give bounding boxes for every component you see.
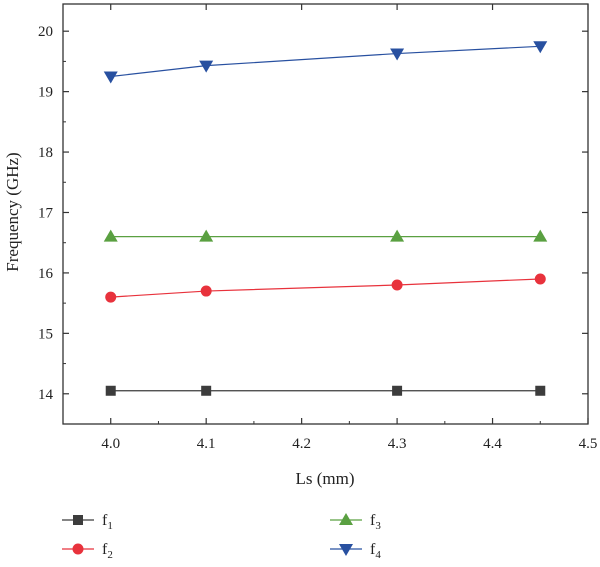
legend-entry-f3: f3 [330,512,381,532]
series [103,41,548,396]
series-f3 [103,229,548,242]
data-point [533,41,548,54]
x-tick-label: 4.4 [483,436,502,452]
legend-marker [339,544,353,556]
plot-frame [62,3,589,425]
y-tick-label: 20 [38,24,53,40]
data-point [105,385,116,396]
data-point [199,60,214,73]
data-point [103,229,118,242]
series-f2 [105,273,546,303]
data-point [199,229,214,242]
legend-marker [339,513,353,525]
data-point [390,48,405,61]
legend-label: f4 [370,541,381,561]
data-point [534,273,546,285]
legend-marker [73,515,83,525]
data-point [105,291,117,303]
legend-entry-f1: f1 [62,512,113,532]
y-tick-label: 19 [38,85,53,101]
axes [62,3,589,425]
data-point [200,285,212,297]
legend-label: f3 [370,512,381,532]
data-point [535,385,546,396]
data-point [201,385,212,396]
y-axis-title: Frequency (GHz) [3,152,22,271]
tick-labels: 4.0 4.1 4.2 4.3 4.4 4.5 14 15 16 17 18 19 20 [38,24,597,452]
series-line [110,45,541,78]
x-axis-title: Ls (mm) [295,469,354,488]
y-tick-label: 15 [38,326,53,342]
series-f1 [105,385,546,396]
series-line [110,278,541,298]
data-point [103,71,118,84]
y-tick-label: 18 [38,145,53,161]
legend-entry-f2: f2 [62,541,113,561]
x-tick-label: 4.1 [197,436,216,452]
x-tick-label: 4.5 [579,436,598,452]
y-tick-label: 17 [38,205,54,221]
data-point [533,229,548,242]
x-tick-label: 4.3 [388,436,407,452]
legend: f1 f2 f3 f4 [62,512,381,561]
legend-marker [72,543,84,555]
data-point [390,229,405,242]
x-tick-label: 4.0 [101,436,120,452]
data-point [391,279,403,291]
data-point [392,385,403,396]
x-tick-label: 4.2 [292,436,311,452]
legend-entry-f4: f4 [330,541,381,561]
legend-label: f1 [102,512,113,532]
y-tick-label: 14 [38,387,54,403]
legend-label: f2 [102,541,113,561]
y-tick-label: 16 [38,266,54,282]
series-f4 [103,41,548,84]
